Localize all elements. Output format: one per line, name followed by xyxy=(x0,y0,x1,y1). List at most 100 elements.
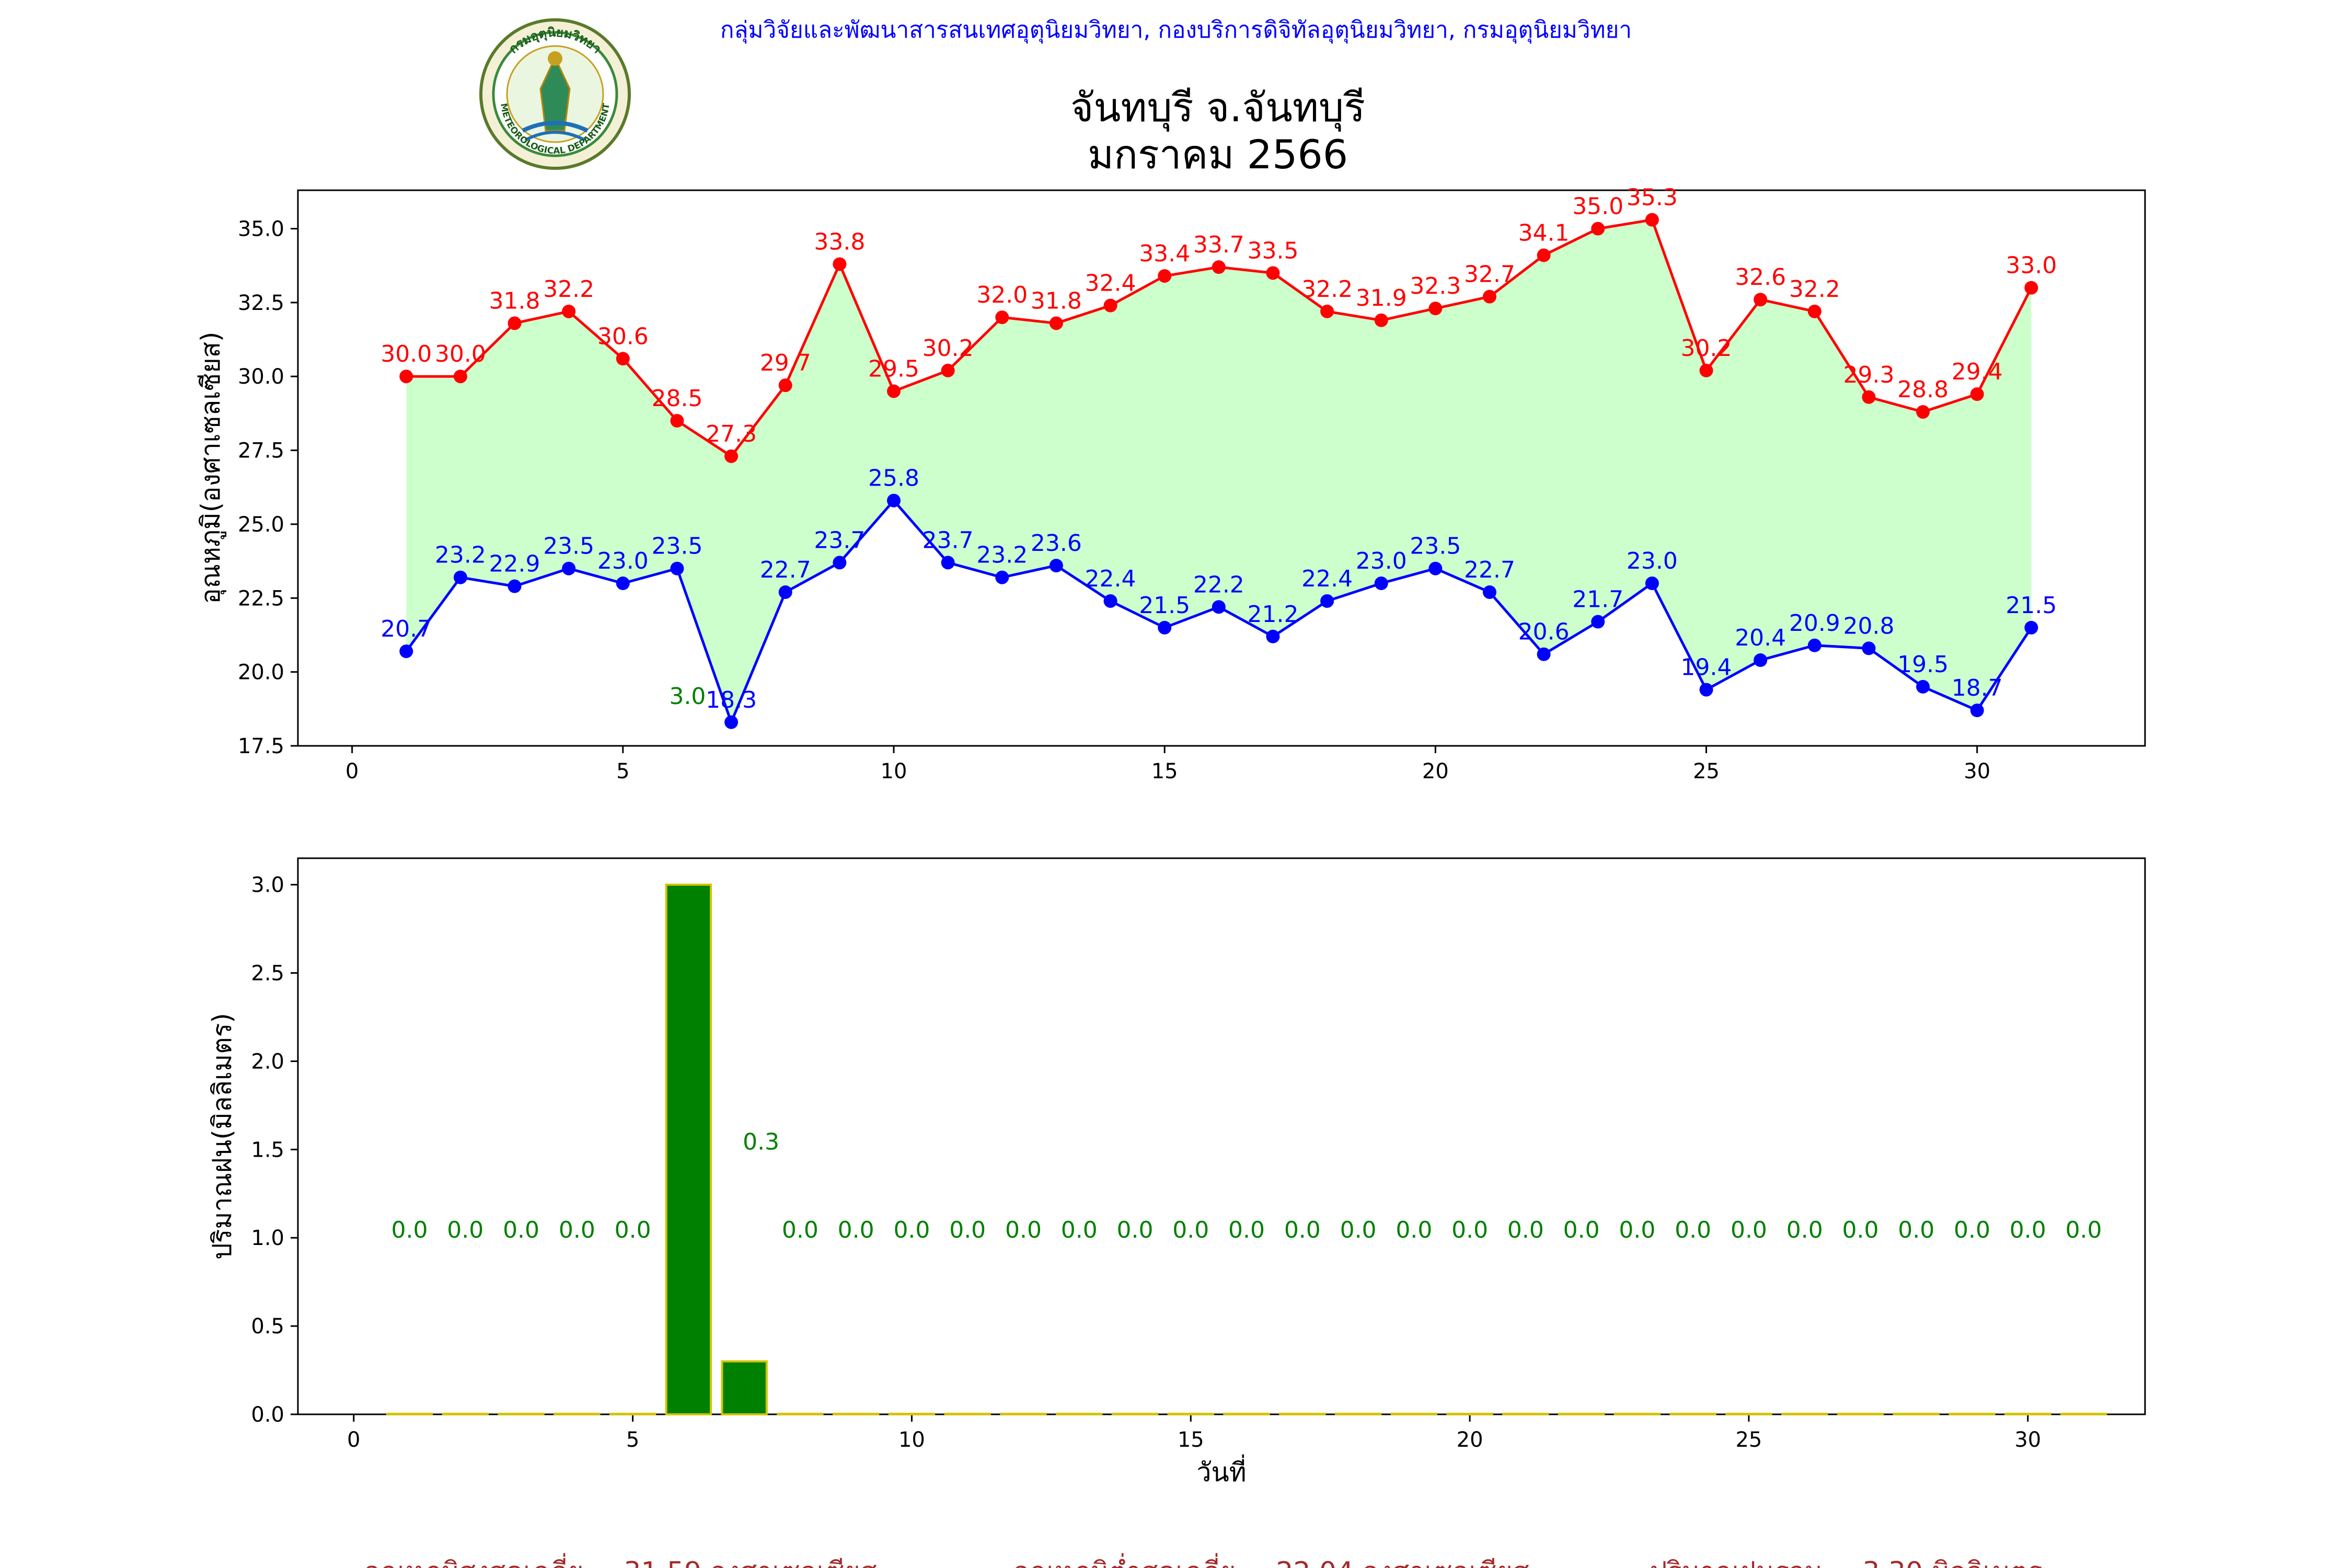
temperature-min-point xyxy=(670,561,684,575)
temperature-x-tick-label: 20 xyxy=(1422,759,1449,783)
temperature-min-point xyxy=(1374,577,1388,591)
summary-total-rain: ปริมาณฝนรวม = 3.30 มิลลิเมตร xyxy=(1650,1557,2043,1568)
temperature-max-point xyxy=(399,370,413,384)
temperature-min-data-label: 23.5 xyxy=(543,533,594,560)
rainfall-data-label: 0.0 xyxy=(1507,1217,1544,1243)
temperature-y-tick-label: 27.5 xyxy=(238,439,284,463)
temperature-y-tick-label: 22.5 xyxy=(238,586,284,610)
temperature-x-tick-label: 15 xyxy=(1151,759,1178,783)
temperature-min-point xyxy=(1266,629,1280,643)
rainfall-x-tick-label: 15 xyxy=(1178,1428,1204,1452)
temperature-max-data-label: 32.2 xyxy=(1789,276,1840,303)
temperature-min-data-label: 19.4 xyxy=(1681,654,1732,681)
temperature-max-data-label: 32.7 xyxy=(1464,261,1515,288)
rainfall-data-label: 0.0 xyxy=(559,1217,595,1243)
temperature-min-point xyxy=(616,577,630,591)
temperature-max-data-label: 32.4 xyxy=(1085,270,1136,297)
temperature-min-point xyxy=(1807,638,1821,652)
temperature-max-data-label: 33.8 xyxy=(814,228,865,255)
rainfall-data-label: 0.0 xyxy=(1842,1217,1878,1243)
temperature-max-data-label: 30.0 xyxy=(435,341,486,367)
temperature-min-data-label: 21.5 xyxy=(2005,592,2057,619)
temperature-max-data-label: 33.5 xyxy=(1247,237,1298,264)
temperature-max-point xyxy=(1212,260,1226,274)
temperature-max-point xyxy=(1103,298,1117,313)
temperature-max-data-label: 31.8 xyxy=(489,287,540,314)
temperature-range-fill xyxy=(406,220,2032,722)
temperature-y-axis-label: อุณหภูมิ(องศาเซลเซียส) xyxy=(195,331,226,604)
temperature-x-tick-label: 10 xyxy=(881,759,907,783)
temperature-max-data-label: 34.1 xyxy=(1518,220,1570,246)
rainfall-data-label: 0.0 xyxy=(1117,1217,1154,1243)
rainfall-data-label: 0.0 xyxy=(1396,1217,1432,1243)
temperature-min-data-label: 23.7 xyxy=(814,527,865,554)
summary-average-max: อุณหภูมิสูงสุดเฉลี่ย = 31.59 องศาเซลเซีย… xyxy=(364,1553,877,1568)
temperature-max-point xyxy=(1428,302,1443,316)
temperature-x-tick-label: 25 xyxy=(1693,759,1720,783)
temperature-max-point xyxy=(1699,363,1713,377)
temperature-max-data-label: 33.4 xyxy=(1139,240,1190,267)
rainfall-data-label: 0.0 xyxy=(391,1217,428,1243)
temperature-max-data-label: 27.3 xyxy=(706,421,757,447)
temperature-min-point xyxy=(1212,600,1226,614)
rainfall-x-tick-label: 10 xyxy=(898,1428,925,1452)
temperature-min-point xyxy=(1537,647,1551,661)
chart-title-month: มกราคม 2566 xyxy=(1088,131,1348,178)
temperature-max-point xyxy=(1158,269,1172,283)
temperature-y-tick-label: 32.5 xyxy=(238,291,284,315)
rainfall-data-label: 0.0 xyxy=(838,1217,874,1243)
temperature-max-point xyxy=(1049,316,1063,330)
temperature-min-point xyxy=(1754,653,1768,667)
temperature-max-data-label: 29.5 xyxy=(868,355,919,382)
temperature-max-point xyxy=(778,378,792,393)
summary-average-min: อุณหภูมิต่ำสุดเฉลี่ย = 22.04 องศาเซลเซีย… xyxy=(1013,1553,1529,1568)
rainfall-y-tick-label: 1.0 xyxy=(251,1226,284,1250)
temperature-min-data-label: 20.8 xyxy=(1843,613,1894,639)
temperature-max-data-label: 28.8 xyxy=(1897,376,1949,403)
temperature-min-data-label: 20.7 xyxy=(381,616,432,642)
rainfall-data-label: 0.0 xyxy=(1563,1217,1600,1243)
rainfall-data-label: 0.0 xyxy=(893,1217,930,1243)
rainfall-chart: ปริมาณฝน(มิลลิเมตร) วันที่ 0 5 10 15 20 25 30 0… xyxy=(207,857,2146,1488)
rainfall-data-label: 0.0 xyxy=(1954,1217,1990,1243)
temperature-chart: อุณหภูมิ(องศาเซลเซียส) 0 5 10 15 20 25 30 17.5 2… xyxy=(195,185,2146,783)
temperature-min-point xyxy=(399,644,413,659)
temperature-max-data-label: 31.9 xyxy=(1356,285,1407,312)
temperature-y-tick-label: 30.0 xyxy=(238,365,284,389)
temperature-max-data-label: 33.0 xyxy=(2005,252,2057,279)
rainfall-y-tick-label: 0.0 xyxy=(251,1403,284,1427)
temperature-max-point xyxy=(616,352,630,366)
temperature-y-tick-label: 20.0 xyxy=(238,661,284,685)
temperature-min-point xyxy=(1320,594,1334,608)
agency-credit: กลุ่มวิจัยและพัฒนาสารสนเทศอุตุนิยมวิทยา,… xyxy=(720,17,1632,44)
temperature-max-data-label: 32.0 xyxy=(976,282,1028,308)
rainfall-data-label: 0.0 xyxy=(1731,1217,1767,1243)
rainfall-x-tick-label: 25 xyxy=(1735,1428,1762,1452)
temperature-min-point xyxy=(453,570,467,584)
temperature-y-tick-label: 25.0 xyxy=(238,513,284,537)
temperature-max-point xyxy=(833,257,847,271)
temperature-min-data-label: 20.4 xyxy=(1735,625,1786,651)
temperature-min-point xyxy=(562,561,576,575)
temperature-min-point xyxy=(995,570,1009,584)
rainfall-data-label: 0.0 xyxy=(615,1217,651,1243)
temperature-x-tick-label: 30 xyxy=(1964,759,1990,783)
temperature-max-data-label: 35.3 xyxy=(1627,185,1678,211)
temperature-min-data-label: 19.5 xyxy=(1897,651,1949,678)
temperature-max-point xyxy=(1970,387,1984,401)
rainfall-data-label: 0.0 xyxy=(1340,1217,1377,1243)
temperature-min-point xyxy=(1645,577,1659,591)
rainfall-data-label: 0.0 xyxy=(447,1217,483,1243)
temperature-min-point xyxy=(778,585,792,599)
temperature-max-data-label: 33.7 xyxy=(1193,232,1244,258)
temperature-max-point xyxy=(1266,266,1280,280)
temperature-min-data-label: 22.7 xyxy=(1464,557,1515,583)
temperature-min-data-label: 22.2 xyxy=(1193,571,1244,598)
temperature-min-point xyxy=(941,556,955,570)
temperature-min-point xyxy=(1103,594,1117,608)
temperature-min-data-label: 20.9 xyxy=(1789,610,1840,637)
rain-annotation-label: 3.0 xyxy=(669,683,706,710)
rainfall-data-label: 0.0 xyxy=(1786,1217,1823,1243)
temperature-min-data-label: 22.4 xyxy=(1301,566,1353,592)
temperature-max-data-label: 35.0 xyxy=(1572,193,1623,220)
